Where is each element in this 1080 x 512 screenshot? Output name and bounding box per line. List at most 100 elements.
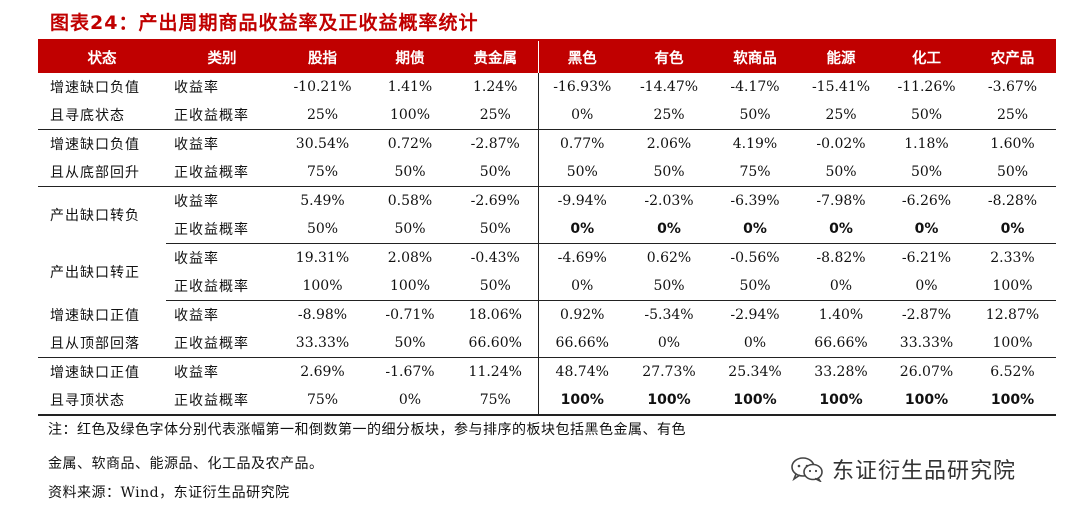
note-line-2: 金属、软商品、能源品、化工品及农产品。 (48, 456, 324, 472)
value-cell: 6.52% (990, 364, 1035, 380)
value-cell: 100% (969, 386, 1056, 416)
value-cell: -4.69% (557, 250, 607, 266)
value-cell: 5.49% (300, 193, 345, 209)
state-cell: 增速缺口负值 (50, 80, 140, 96)
value-cell: 50% (626, 158, 712, 187)
value-cell: 0% (884, 272, 969, 301)
header-cell: 贵金属 (453, 41, 539, 73)
value-cell: 18.06% (453, 300, 539, 329)
value-cell: 25% (969, 101, 1056, 130)
value-cell: -9.94% (557, 193, 607, 209)
value-cell: 1.18% (904, 136, 949, 152)
value-cell: -0.02% (816, 136, 866, 152)
value-cell: 25.34% (728, 364, 782, 380)
table-row: 正收益概率 100% 100% 50% 0% 50% 50% 0% 0% 100% (38, 272, 1056, 301)
value-cell: 0% (712, 215, 798, 244)
value-cell: -4.17% (730, 79, 780, 95)
value-cell: 50% (538, 158, 626, 187)
value-cell: -16.93% (553, 79, 612, 95)
source-line: 资料来源：Wind，东证衍生品研究院 (48, 485, 290, 501)
watermark: 东证衍生品研究院 (790, 453, 1016, 485)
table-row: 产出缺口转负 收益率 5.49% 0.58% -2.69% -9.94% -2.03% -6.… (38, 186, 1056, 224)
state-cell: 且从顶部回落 (38, 329, 166, 358)
value-cell: 50% (453, 215, 539, 244)
value-cell: 0.77% (560, 136, 605, 152)
state-cell: 增速缺口正值 (50, 307, 140, 324)
value-cell: 50% (712, 272, 798, 301)
value-cell: 27.73% (642, 364, 696, 380)
value-cell: 0% (538, 272, 626, 301)
title-rule (38, 39, 1056, 41)
category-cell: 收益率 (174, 194, 219, 210)
value-cell: 2.06% (646, 136, 692, 152)
header-cell: 黑色 (538, 41, 626, 73)
value-cell: 2.08% (387, 250, 433, 266)
category-cell: 收益率 (174, 251, 219, 267)
value-cell: -8.98% (297, 307, 348, 323)
category-cell: 正收益概率 (166, 158, 278, 187)
value-cell: -11.26% (897, 79, 956, 95)
value-cell: 100% (969, 272, 1056, 301)
value-cell: 0% (367, 386, 453, 416)
table-row: 产出缺口转正 收益率 19.31% 2.08% -0.43% -4.69% 0.62% -0.… (38, 243, 1056, 281)
category-cell: 收益率 (174, 308, 219, 324)
value-cell: 100% (712, 386, 798, 416)
value-cell: 50% (884, 158, 969, 187)
value-cell: 50% (626, 272, 712, 301)
state-cell: 产出缺口转正 (50, 265, 140, 281)
value-cell: -6.39% (730, 193, 780, 209)
state-cell: 且寻底状态 (38, 101, 166, 130)
value-cell: -0.56% (730, 250, 780, 266)
wechat-icon (791, 457, 823, 482)
value-cell: -6.26% (901, 193, 952, 209)
value-cell: 50% (969, 158, 1056, 187)
table-row: 增速缺口正值 收益率 -8.98% -0.71% 18.06% 0.92% -5.34% -2… (38, 300, 1056, 329)
value-cell: 1.24% (453, 73, 539, 101)
value-cell: 0% (538, 215, 626, 244)
value-cell: 2.33% (990, 250, 1035, 266)
value-cell: -2.87% (901, 307, 952, 323)
value-cell: 33.33% (278, 329, 367, 358)
value-cell: 50% (712, 101, 798, 130)
value-cell: 25% (798, 101, 884, 130)
value-cell: -8.28% (987, 193, 1038, 209)
value-cell: -3.67% (987, 79, 1038, 95)
value-cell: 26.07% (899, 364, 954, 380)
value-cell: 50% (453, 158, 539, 187)
value-cell: 1.60% (990, 136, 1035, 152)
value-cell: -2.94% (730, 307, 780, 323)
value-cell: 100% (367, 101, 453, 130)
table-row: 正收益概率 50% 50% 50% 0% 0% 0% 0% 0% 0% (38, 215, 1056, 244)
state-cell: 增速缺口正值 (50, 365, 140, 381)
watermark-text: 东证衍生品研究院 (832, 459, 1017, 484)
value-cell: 75% (453, 386, 539, 416)
table-row: 且从底部回升 正收益概率 75% 50% 50% 50% 50% 75% 50% 50% 50% (38, 158, 1056, 187)
table-body: 增速缺口负值 收益率 -10.21% 1.41% 1.24% -16.93% -14.47%… (38, 73, 1056, 416)
value-cell: 4.19% (732, 136, 778, 152)
value-cell: -5.34% (644, 307, 694, 323)
value-cell: 50% (367, 158, 453, 187)
value-cell: 0% (969, 215, 1056, 244)
value-cell: 30.54% (295, 136, 350, 152)
value-cell: 100% (884, 386, 969, 416)
value-cell: -7.98% (816, 193, 866, 209)
value-cell: 12.87% (985, 307, 1040, 323)
table-row: 且寻底状态 正收益概率 25% 100% 25% 0% 25% 50% 25% 50% 25% (38, 101, 1056, 130)
value-cell: 48.74% (555, 364, 609, 380)
table-row: 且寻顶状态 正收益概率 75% 0% 75% 100% 100% 100% 100% 100% 10… (38, 386, 1056, 416)
value-cell: 50% (367, 215, 453, 244)
table-row: 增速缺口负值 收益率 -10.21% 1.41% 1.24% -16.93% -14.47%… (38, 73, 1056, 101)
header-cell: 农产品 (969, 41, 1056, 73)
value-cell: 2.69% (300, 364, 345, 380)
value-cell: 50% (278, 215, 367, 244)
value-cell: 66.66% (798, 329, 884, 358)
value-cell: 0% (798, 272, 884, 301)
value-cell: 0% (884, 215, 969, 244)
value-cell: 0% (626, 329, 712, 358)
category-cell: 正收益概率 (166, 329, 278, 358)
value-cell: 19.31% (295, 250, 350, 266)
value-cell: 1.41% (387, 79, 433, 95)
table-header-row: 状态 类别 股指 期债 贵金属 黑色 有色 软商品 能源 化工 农产品 (38, 41, 1056, 73)
value-cell: 0% (712, 329, 798, 358)
value-cell: 50% (884, 101, 969, 130)
